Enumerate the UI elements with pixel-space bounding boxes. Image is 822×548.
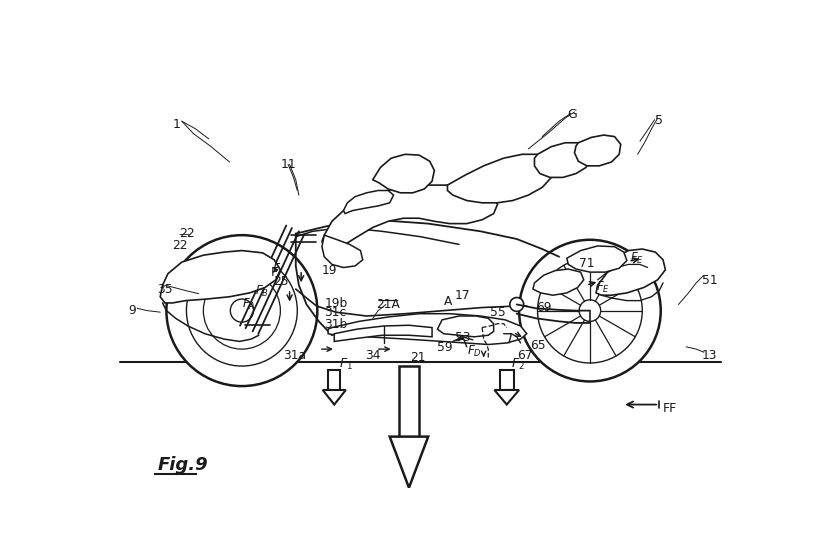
Text: 11: 11 [280, 158, 296, 171]
Text: $F_A$: $F_A$ [242, 298, 256, 312]
Polygon shape [596, 249, 665, 295]
Bar [500, 370, 514, 390]
Text: $F_E$: $F_E$ [596, 279, 610, 295]
Polygon shape [437, 316, 494, 337]
Text: 19: 19 [322, 265, 338, 277]
Polygon shape [344, 191, 394, 214]
Polygon shape [328, 313, 527, 345]
Text: 1: 1 [173, 118, 181, 131]
Text: 35: 35 [157, 283, 173, 296]
Text: 9: 9 [128, 305, 136, 317]
Text: $F_E$: $F_E$ [630, 251, 644, 266]
Text: A: A [444, 295, 452, 308]
Polygon shape [390, 437, 428, 488]
Polygon shape [323, 390, 346, 404]
Text: 51: 51 [701, 273, 717, 287]
Text: 53: 53 [455, 332, 471, 344]
Text: FF: FF [663, 402, 677, 415]
Text: 31a: 31a [284, 349, 307, 362]
Text: 34: 34 [365, 349, 381, 362]
Text: 65: 65 [530, 339, 546, 352]
Polygon shape [372, 155, 434, 193]
Text: F: F [273, 262, 279, 275]
Text: $F_D$: $F_D$ [467, 344, 482, 358]
Polygon shape [575, 135, 621, 166]
Polygon shape [567, 246, 627, 272]
Text: 22: 22 [178, 227, 195, 241]
Text: 13: 13 [701, 349, 717, 362]
Text: 31b: 31b [324, 318, 348, 332]
Bar [328, 370, 340, 390]
Polygon shape [335, 326, 432, 341]
Text: $F_2$: $F_2$ [511, 357, 525, 372]
Text: 59: 59 [437, 341, 453, 355]
Circle shape [166, 235, 317, 386]
Text: 5: 5 [654, 113, 663, 127]
Text: 69: 69 [536, 301, 552, 313]
Text: 25: 25 [273, 275, 289, 288]
Bar [399, 366, 419, 437]
Text: 17: 17 [455, 289, 470, 302]
Polygon shape [160, 250, 280, 303]
Text: 55: 55 [490, 306, 506, 319]
Text: 21A: 21A [376, 298, 400, 311]
Text: 31c: 31c [324, 306, 347, 319]
Text: G: G [567, 108, 576, 121]
Circle shape [510, 298, 524, 311]
Text: 71: 71 [580, 256, 594, 270]
Text: 21: 21 [409, 351, 425, 364]
Polygon shape [322, 235, 363, 267]
Text: 19b: 19b [324, 297, 348, 310]
Polygon shape [534, 143, 592, 178]
Polygon shape [447, 155, 555, 203]
Polygon shape [494, 390, 519, 404]
Text: F: F [270, 266, 277, 279]
Circle shape [519, 240, 661, 381]
Text: $F_1$: $F_1$ [339, 357, 353, 372]
Text: 67: 67 [517, 349, 533, 362]
Polygon shape [322, 185, 497, 249]
Circle shape [580, 300, 601, 321]
Polygon shape [533, 269, 584, 295]
Text: —: — [178, 229, 189, 239]
Text: Fig.9: Fig.9 [157, 456, 208, 474]
Text: 22: 22 [173, 239, 188, 252]
Text: $F_B$: $F_B$ [255, 284, 269, 299]
